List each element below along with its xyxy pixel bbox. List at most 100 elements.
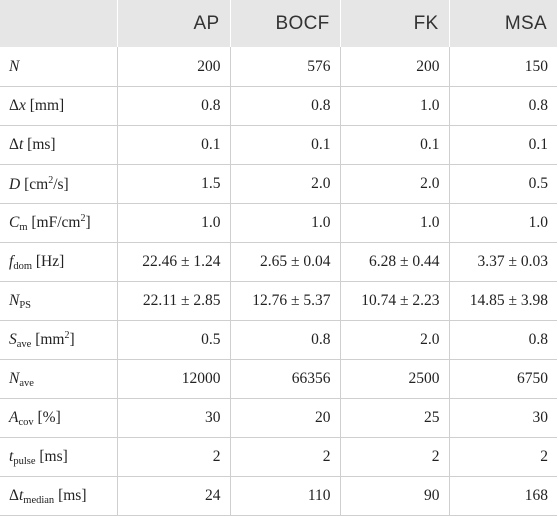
value-cell-fk: 200 bbox=[339, 47, 449, 87]
value-cell-fk: 1.0 bbox=[339, 86, 449, 126]
parameter-subscript: ave bbox=[16, 339, 32, 350]
table-row: Acov [%] 30 20 25 30 bbox=[0, 398, 557, 438]
table-row: N 200 576 200 150 bbox=[0, 47, 557, 87]
delta-prefix: Δ bbox=[9, 97, 19, 114]
value-cell-msa: 0.5 bbox=[448, 164, 557, 204]
value-cell-ap: 1.5 bbox=[116, 164, 230, 204]
parameter-subscript: median bbox=[23, 494, 55, 506]
delta-prefix: Δ bbox=[9, 136, 19, 153]
parameter-symbol: D bbox=[9, 175, 21, 193]
value-cell-fk: 90 bbox=[339, 476, 449, 516]
parameter-label: NPS bbox=[0, 281, 117, 321]
parameter-unit: [%] bbox=[33, 408, 61, 426]
parameter-unit: [mF/cm bbox=[27, 214, 81, 231]
table-row: D [cm2/s] 1.5 2.0 2.0 0.5 bbox=[0, 164, 557, 204]
value-cell-bocf: 1.0 bbox=[229, 203, 340, 243]
value-cell-msa: 2 bbox=[448, 437, 557, 477]
unit-superscript: 2 bbox=[64, 330, 70, 341]
value-cell-fk: 1.0 bbox=[339, 203, 449, 243]
parameter-label: tpulse [ms] bbox=[0, 437, 117, 477]
parameter-symbol: N bbox=[9, 369, 20, 387]
value-cell-ap: 1.0 bbox=[116, 203, 230, 243]
parameter-label: Nave bbox=[0, 359, 117, 399]
parameter-unit: [ms] bbox=[23, 136, 56, 153]
parameter-symbol: x bbox=[18, 97, 26, 114]
parameter-unit-suffix: /s] bbox=[53, 175, 69, 193]
parameter-symbol: C bbox=[9, 214, 20, 231]
parameter-subscript: cov bbox=[18, 416, 34, 428]
value-cell-fk: 25 bbox=[339, 398, 449, 438]
parameter-symbol: t bbox=[9, 447, 14, 465]
parameter-symbol: t bbox=[18, 136, 24, 153]
table-row: Δt [ms] 0.1 0.1 0.1 0.1 bbox=[0, 125, 557, 165]
value-cell-ap: 200 bbox=[116, 47, 230, 87]
table-row: NPS 22.11 ± 2.85 12.76 ± 5.37 10.74 ± 2.23 1… bbox=[0, 281, 557, 321]
value-cell-msa: 0.1 bbox=[448, 125, 557, 165]
parameter-symbol: t bbox=[18, 486, 24, 504]
parameter-symbol: A bbox=[9, 408, 19, 426]
value-cell-fk: 2.0 bbox=[339, 320, 449, 360]
value-cell-fk: 10.74 ± 2.23 bbox=[339, 281, 449, 321]
value-cell-msa: 150 bbox=[448, 47, 557, 87]
value-cell-ap: 22.11 ± 2.85 bbox=[116, 281, 230, 321]
parameter-label: Δtmedian [ms] bbox=[0, 476, 117, 516]
table-row: Δtmedian [ms] 24 110 90 168 bbox=[0, 476, 557, 516]
value-cell-msa: 1.0 bbox=[448, 203, 557, 243]
value-cell-msa: 14.85 ± 3.98 bbox=[448, 281, 557, 321]
value-cell-msa: 3.37 ± 0.03 bbox=[448, 242, 557, 282]
parameter-symbol: f bbox=[9, 252, 14, 270]
header-ap: AP bbox=[116, 0, 230, 47]
parameter-symbol: N bbox=[9, 57, 20, 75]
value-cell-msa: 168 bbox=[448, 476, 557, 516]
value-cell-ap: 0.5 bbox=[116, 320, 230, 360]
parameter-subscript: dom bbox=[13, 260, 32, 272]
value-cell-bocf: 2.65 ± 0.04 bbox=[229, 242, 340, 282]
value-cell-bocf: 0.8 bbox=[229, 320, 340, 360]
value-cell-ap: 12000 bbox=[116, 359, 230, 399]
value-cell-msa: 6750 bbox=[448, 359, 557, 399]
parameter-subscript: pulse bbox=[13, 455, 36, 467]
parameter-symbol: S bbox=[9, 331, 17, 348]
unit-superscript: 2 bbox=[80, 213, 86, 224]
parameter-label: N bbox=[0, 47, 117, 87]
parameter-unit: [ms] bbox=[35, 447, 68, 465]
value-cell-fk: 0.1 bbox=[339, 125, 449, 165]
value-cell-bocf: 2 bbox=[229, 437, 340, 477]
value-cell-fk: 2500 bbox=[339, 359, 449, 399]
parameter-label: D [cm2/s] bbox=[0, 164, 117, 204]
value-cell-bocf: 20 bbox=[229, 398, 340, 438]
table-header: AP BOCF FK MSA bbox=[0, 0, 557, 47]
value-cell-bocf: 0.8 bbox=[229, 86, 340, 126]
parameter-subscript: m bbox=[19, 222, 28, 233]
value-cell-ap: 2 bbox=[116, 437, 230, 477]
parameter-label: Δx [mm] bbox=[0, 86, 117, 126]
parameter-label: Cm [mF/cm2] bbox=[0, 203, 117, 243]
header-fk: FK bbox=[339, 0, 449, 47]
unit-superscript: 2 bbox=[48, 174, 54, 186]
value-cell-fk: 2.0 bbox=[339, 164, 449, 204]
parameter-unit: [Hz] bbox=[31, 252, 65, 270]
parameter-unit: [mm bbox=[31, 331, 65, 348]
parameter-label: fdom [Hz] bbox=[0, 242, 117, 282]
header-parameter bbox=[0, 0, 117, 47]
value-cell-fk: 6.28 ± 0.44 bbox=[339, 242, 449, 282]
header-msa: MSA bbox=[448, 0, 557, 47]
value-cell-bocf: 12.76 ± 5.37 bbox=[229, 281, 340, 321]
delta-prefix: Δ bbox=[9, 486, 19, 504]
value-cell-bocf: 110 bbox=[229, 476, 340, 516]
parameter-unit: [ms] bbox=[54, 486, 87, 504]
value-cell-ap: 30 bbox=[116, 398, 230, 438]
value-cell-msa: 30 bbox=[448, 398, 557, 438]
value-cell-ap: 22.46 ± 1.24 bbox=[116, 242, 230, 282]
table-row: Save [mm2] 0.5 0.8 2.0 0.8 bbox=[0, 320, 557, 360]
table-row: fdom [Hz] 22.46 ± 1.24 2.65 ± 0.04 6.28 ± 0… bbox=[0, 242, 557, 282]
table-row: Δx [mm] 0.8 0.8 1.0 0.8 bbox=[0, 86, 557, 126]
value-cell-bocf: 2.0 bbox=[229, 164, 340, 204]
parameter-unit: [mm] bbox=[25, 97, 65, 114]
value-cell-bocf: 0.1 bbox=[229, 125, 340, 165]
parameter-label: Acov [%] bbox=[0, 398, 117, 438]
table-row: tpulse [ms] 2 2 2 2 bbox=[0, 437, 557, 477]
table-body: N 200 576 200 150 Δx [mm] 0.8 0.8 1.0 0.8 Δt [ms] 0… bbox=[0, 47, 557, 516]
header-row: AP BOCF FK MSA bbox=[0, 0, 557, 47]
